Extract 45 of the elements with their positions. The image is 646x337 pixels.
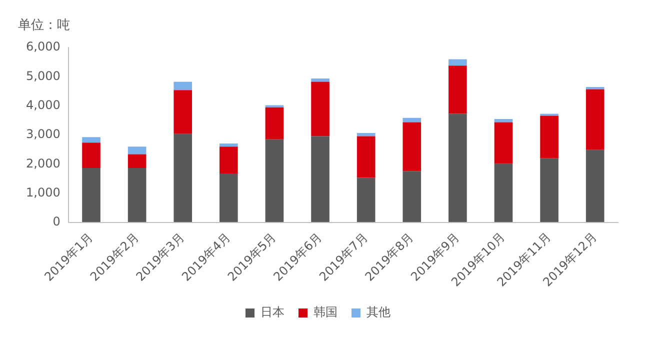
bar <box>128 146 146 154</box>
y-tick-label: 0 <box>52 214 60 229</box>
bar <box>311 82 330 136</box>
bar <box>174 90 192 134</box>
bar <box>448 114 467 222</box>
legend-label: 日本 <box>260 305 284 320</box>
bar <box>402 118 422 122</box>
bar <box>494 119 513 122</box>
y-tick-label: 2,000 <box>26 156 60 170</box>
bar <box>402 171 422 222</box>
bar <box>540 158 558 222</box>
bar <box>82 137 100 143</box>
bar <box>174 82 192 90</box>
bar <box>448 66 467 114</box>
bar <box>220 146 238 174</box>
legend-label: 其他 <box>366 305 390 320</box>
bar <box>586 150 604 222</box>
bar <box>586 86 604 90</box>
bar <box>82 142 100 168</box>
bar <box>448 59 467 66</box>
chart-title: 单位：吨 <box>18 18 70 34</box>
bar <box>220 173 238 222</box>
bar <box>356 136 376 178</box>
bar <box>586 89 604 150</box>
bar <box>494 164 513 222</box>
bar <box>311 136 330 222</box>
bar <box>311 78 330 82</box>
y-tick-label: 5,000 <box>26 68 60 83</box>
y-tick-label: 3,000 <box>26 127 60 142</box>
y-tick-label: 4,000 <box>26 98 60 112</box>
y-tick-label: 1,000 <box>26 185 60 200</box>
bar <box>174 134 192 222</box>
bar <box>494 122 513 164</box>
bar <box>356 178 376 222</box>
bar <box>356 132 376 136</box>
bar <box>82 168 100 222</box>
bar <box>540 116 558 158</box>
bar <box>220 143 238 147</box>
bar <box>128 154 146 168</box>
bar <box>128 168 146 222</box>
y-tick-label: 6,000 <box>26 40 60 54</box>
legend-label: 韩国 <box>314 305 338 320</box>
bar <box>265 107 284 140</box>
bar <box>402 122 422 172</box>
bar <box>265 139 284 222</box>
